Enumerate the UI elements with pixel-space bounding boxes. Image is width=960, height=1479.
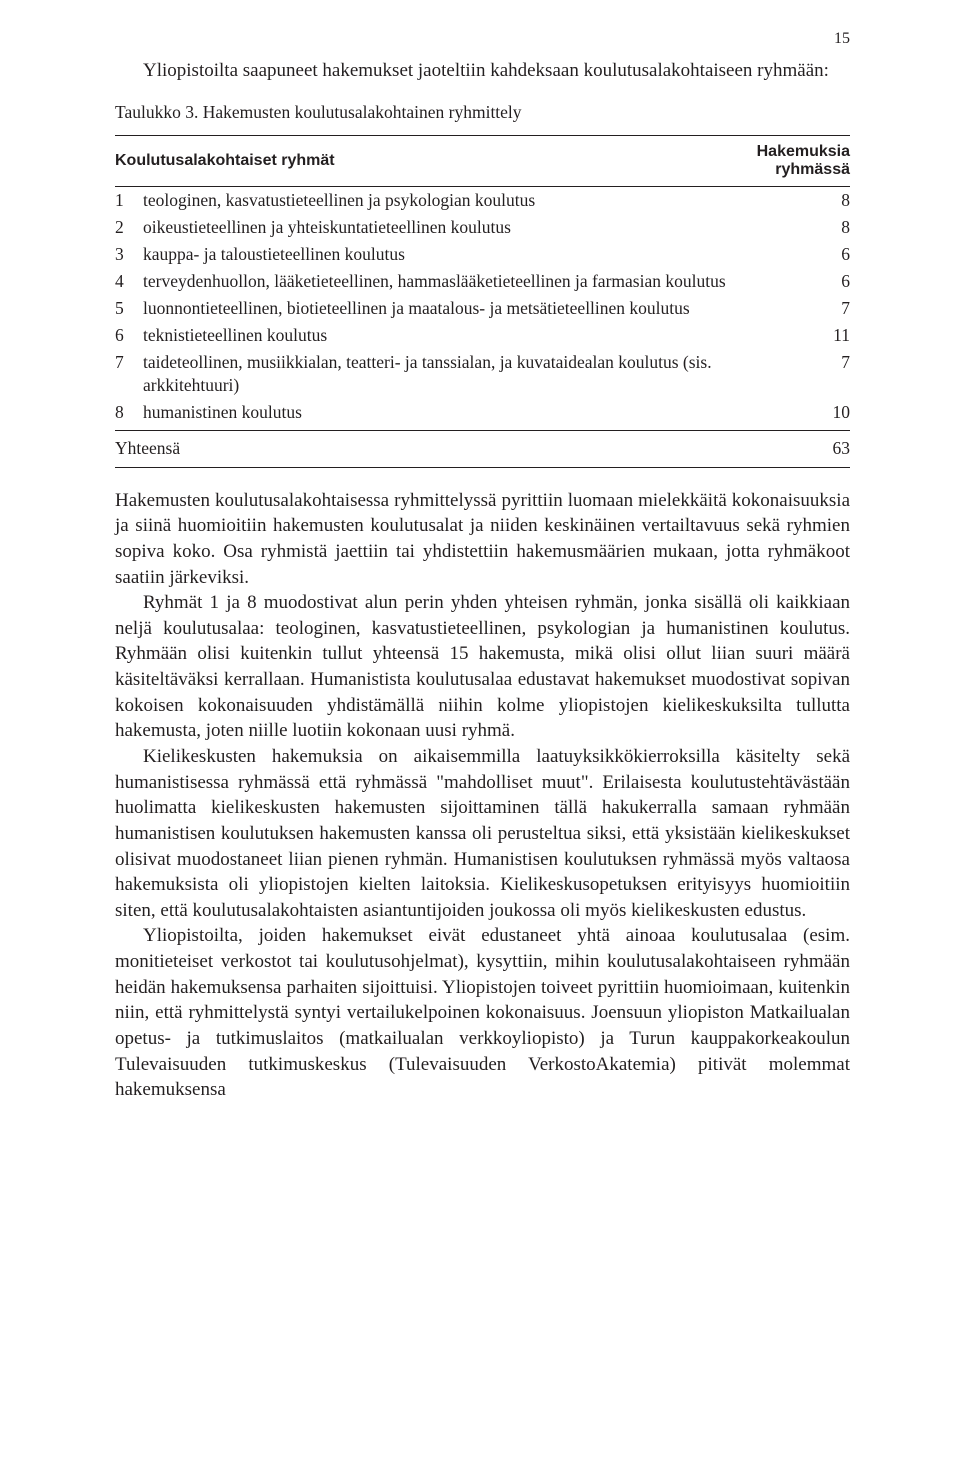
- row-number: 6: [115, 322, 143, 349]
- body-text: Hakemusten koulutusalakohtaisessa ryhmit…: [115, 488, 850, 1103]
- category-table: Koulutusalakohtaiset ryhmät Hakemuksia r…: [115, 135, 850, 468]
- row-label: teknistieteellinen koulutus: [143, 322, 757, 349]
- row-number: 8: [115, 399, 143, 431]
- table-row: 1 teologinen, kasvatustieteellinen ja ps…: [115, 186, 850, 214]
- row-number: 5: [115, 295, 143, 322]
- page: 15 Yliopistoilta saapuneet hakemukset ja…: [0, 0, 960, 1479]
- paragraph: Ryhmät 1 ja 8 muodostivat alun perin yhd…: [115, 590, 850, 744]
- table-row: 3 kauppa- ja taloustieteellinen koulutus…: [115, 241, 850, 268]
- row-label: luonnontieteellinen, biotieteellinen ja …: [143, 295, 757, 322]
- page-number: 15: [834, 30, 850, 48]
- table-row: 2 oikeustieteellinen ja yhteiskuntatiete…: [115, 214, 850, 241]
- table-header-left: Koulutusalakohtaiset ryhmät: [115, 135, 757, 186]
- row-value: 8: [757, 214, 850, 241]
- total-label: Yhteensä: [115, 431, 757, 467]
- table-row: 4 terveydenhuollon, lääketieteellinen, h…: [115, 268, 850, 295]
- row-label: teologinen, kasvatustieteellinen ja psyk…: [143, 186, 757, 214]
- table-total-row: Yhteensä 63: [115, 431, 850, 467]
- row-value: 7: [757, 349, 850, 399]
- table-row: 7 taideteollinen, musiikkialan, teatteri…: [115, 349, 850, 399]
- row-label: oikeustieteellinen ja yhteiskuntatieteel…: [143, 214, 757, 241]
- row-number: 3: [115, 241, 143, 268]
- row-label: taideteollinen, musiikkialan, teatteri- …: [143, 349, 757, 399]
- table-header-right: Hakemuksia ryhmässä: [757, 135, 850, 186]
- row-value: 11: [757, 322, 850, 349]
- row-number: 1: [115, 186, 143, 214]
- row-label: terveydenhuollon, lääketieteellinen, ham…: [143, 268, 757, 295]
- table-row: 6 teknistieteellinen koulutus 11: [115, 322, 850, 349]
- row-number: 2: [115, 214, 143, 241]
- row-label: kauppa- ja taloustieteellinen koulutus: [143, 241, 757, 268]
- table-row: 8 humanistinen koulutus 10: [115, 399, 850, 431]
- paragraph: Hakemusten koulutusalakohtaisessa ryhmit…: [115, 488, 850, 591]
- row-label: humanistinen koulutus: [143, 399, 757, 431]
- row-value: 6: [757, 268, 850, 295]
- row-value: 10: [757, 399, 850, 431]
- intro-paragraph: Yliopistoilta saapuneet hakemukset jaote…: [115, 58, 850, 84]
- row-value: 8: [757, 186, 850, 214]
- row-value: 6: [757, 241, 850, 268]
- table-row: 5 luonnontieteellinen, biotieteellinen j…: [115, 295, 850, 322]
- table-caption: Taulukko 3. Hakemusten koulutusalakohtai…: [115, 102, 850, 123]
- paragraph: Yliopistoilta, joiden hakemukset eivät e…: [115, 923, 850, 1102]
- paragraph: Kielikeskusten hakemuksia on aikaisemmil…: [115, 744, 850, 923]
- row-number: 7: [115, 349, 143, 399]
- row-value: 7: [757, 295, 850, 322]
- total-value: 63: [757, 431, 850, 467]
- row-number: 4: [115, 268, 143, 295]
